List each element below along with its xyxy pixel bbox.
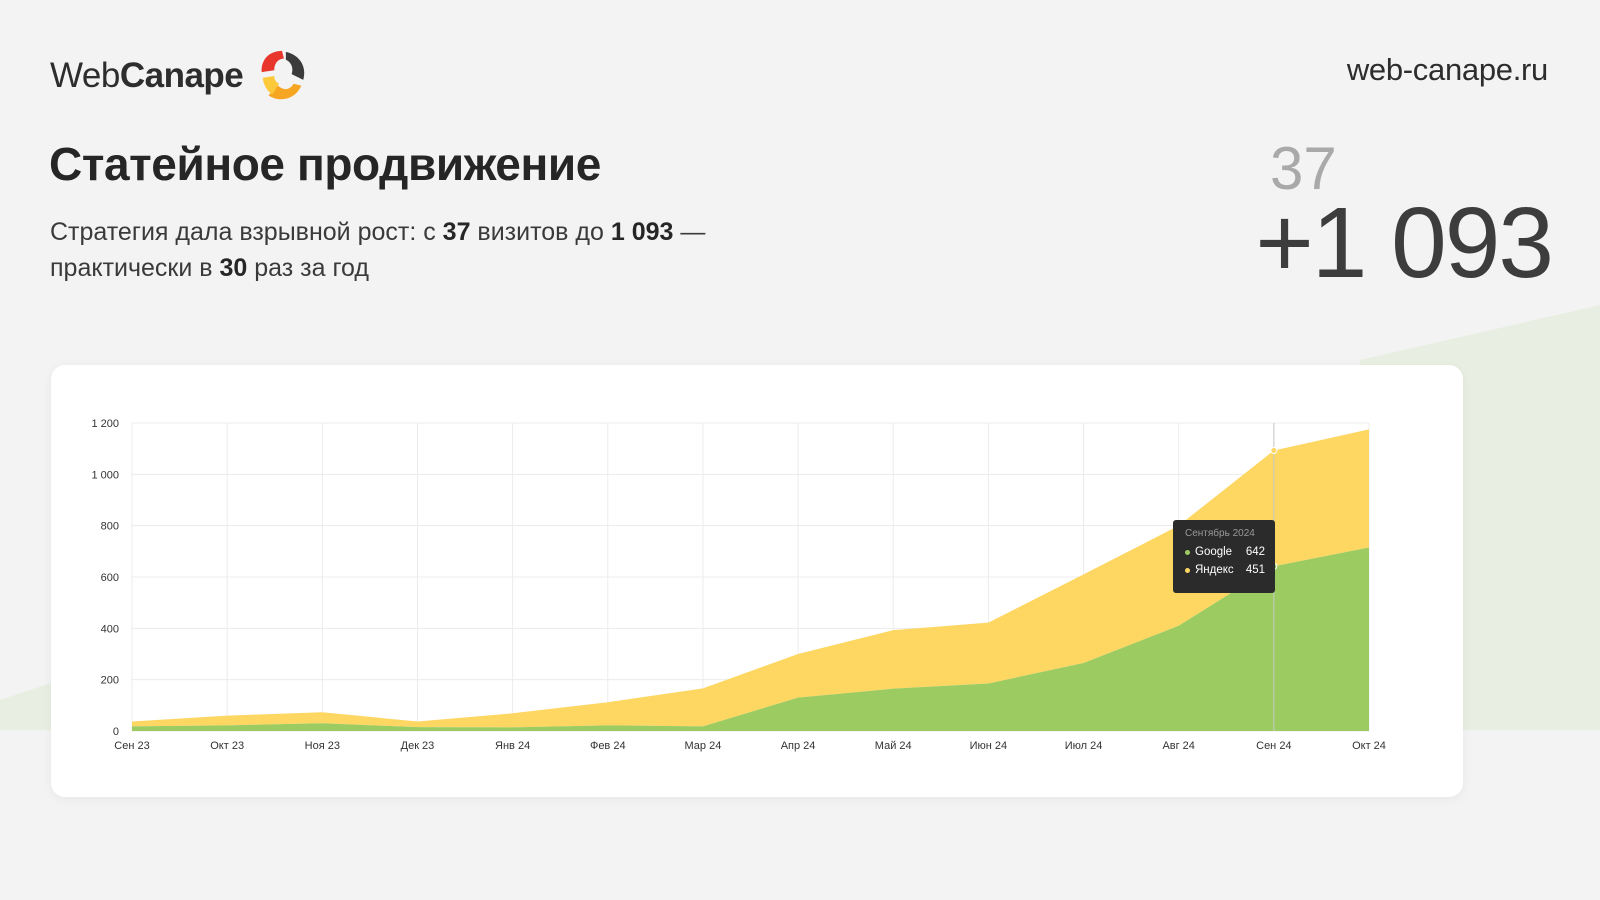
y-tick-label: 200: [101, 675, 119, 687]
x-tick-label: Янв 24: [495, 740, 530, 752]
stat-old-visits: 37: [1270, 135, 1337, 202]
x-tick-label: Июл 24: [1065, 740, 1103, 752]
x-axis: Сен 23 Окт 23 Ноя 23 Дек 23 Янв 24 Фев 24 Мар …: [114, 740, 1386, 752]
area-yandex: [132, 429, 1369, 728]
tooltip-title: Сентябрь 2024: [1185, 528, 1255, 539]
x-tick-label: Сен 23: [114, 740, 149, 752]
x-tick-label: Ноя 23: [305, 740, 340, 752]
site-url[interactable]: web-canape.ru: [1346, 52, 1548, 87]
area-google: [132, 547, 1369, 731]
x-tick-label: Июн 24: [970, 740, 1008, 752]
x-tick-label: Апр 24: [781, 740, 816, 752]
tooltip-row-google: Google 642: [1185, 546, 1265, 558]
y-tick-label: 600: [101, 572, 119, 584]
yandex-dot-icon: [1185, 567, 1190, 573]
x-tick-label: Фев 24: [590, 740, 626, 752]
y-axis: 0 200 400 600 800 1 000 1 200: [91, 418, 119, 738]
tooltip-row-yandex: Яндекс 451: [1185, 564, 1265, 576]
x-tick-label: Окт 23: [210, 740, 244, 752]
y-tick-label: 0: [113, 726, 119, 738]
highlight-point-yandex: [1270, 446, 1278, 454]
logo-text: WebCanape: [50, 56, 244, 95]
logo[interactable]: WebCanape: [50, 46, 311, 106]
x-tick-label: Мар 24: [685, 740, 722, 752]
x-tick-label: Авг 24: [1162, 740, 1194, 752]
y-tick-label: 400: [101, 623, 119, 635]
y-tick-label: 1 200: [91, 418, 119, 430]
y-tick-label: 1 000: [91, 469, 119, 481]
visits-area-chart: 0 200 400 600 800 1 000 1 200 Сен 23 Окт 23 Ноя …: [91, 418, 1386, 752]
stat-new-visits: +1 093: [1255, 187, 1554, 299]
google-dot-icon: [1185, 549, 1190, 555]
page-title: Статейное продвижение: [49, 138, 601, 190]
chart-card: 0 200 400 600 800 1 000 1 200 Сен 23 Окт 23 Ноя …: [51, 365, 1463, 797]
y-tick-label: 800: [101, 521, 119, 533]
subtitle: Стратегия дала взрывной рост: с 37 визит…: [50, 218, 706, 282]
x-tick-label: Окт 24: [1352, 740, 1386, 752]
x-tick-label: Сен 24: [1256, 740, 1291, 752]
x-tick-label: Май 24: [875, 740, 912, 752]
logo-mark-icon: [261, 50, 305, 100]
chart-areas: [132, 429, 1369, 731]
x-tick-label: Дек 23: [401, 740, 435, 752]
chart-tooltip: Сентябрь 2024 Google 642 Яндекс 451: [1173, 520, 1275, 593]
